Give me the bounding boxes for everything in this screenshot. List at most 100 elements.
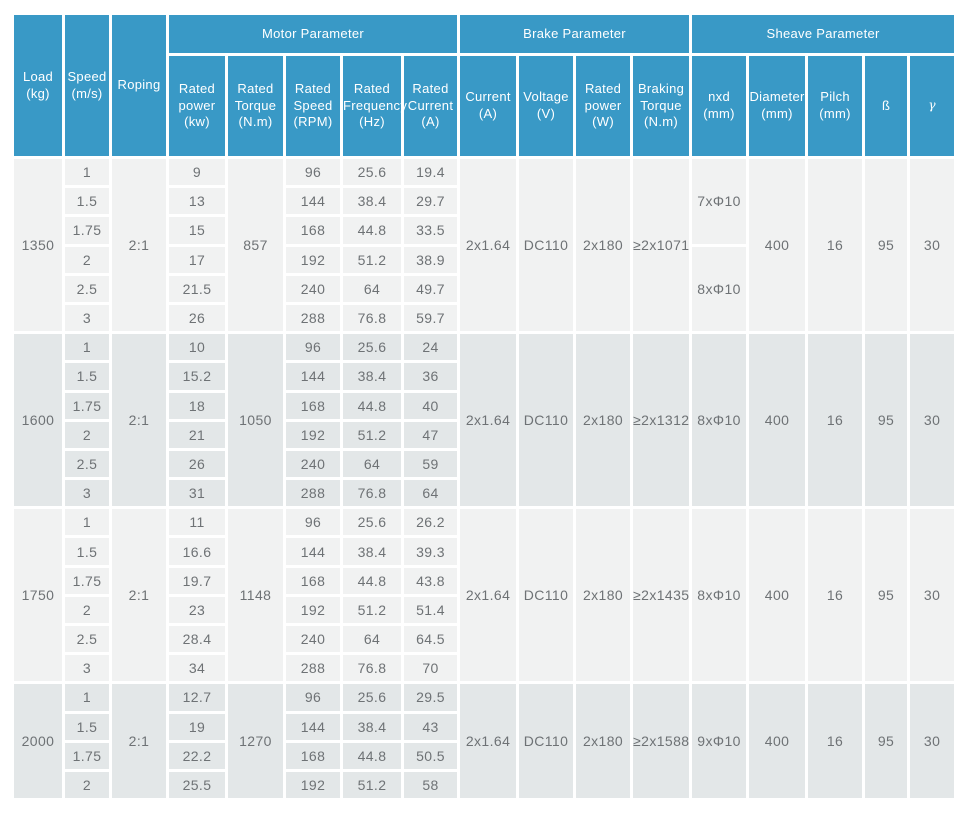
cell-rated-speed: 96 <box>286 334 340 361</box>
cell-speed: 2.5 <box>65 626 109 653</box>
table-row: 1.75 19.7 168 44.8 43.8 <box>14 567 954 594</box>
cell-rated-torque: 1148 <box>228 509 283 682</box>
cell-brake-voltage: DC110 <box>519 159 574 332</box>
cell-rated-power: 18 <box>169 392 225 419</box>
cell-speed: 1 <box>65 684 109 711</box>
cell-rated-current: 70 <box>404 655 458 682</box>
table-row: 2.5 26 240 64 59 <box>14 450 954 478</box>
header-diameter: Diameter (mm) <box>749 56 806 156</box>
cell-braking-torque: ≥2x1071 <box>633 159 689 332</box>
cell-brake-power: 2x180 <box>576 684 631 799</box>
cell-rated-frequency: 51.2 <box>343 246 401 273</box>
header-load: Load (kg) <box>14 15 62 156</box>
cell-pilch: 16 <box>808 159 863 332</box>
cell-speed: 2.5 <box>65 275 109 302</box>
cell-rated-current: 64.5 <box>404 626 458 653</box>
cell-rated-current: 36 <box>404 363 458 390</box>
cell-rated-frequency: 64 <box>343 626 401 653</box>
cell-rated-power: 13 <box>169 188 225 215</box>
cell-brake-current: 2x1.64 <box>460 509 517 682</box>
table-row: 3 31 288 76.8 64 <box>14 480 954 507</box>
cell-braking-torque: ≥2x1312 <box>633 334 689 507</box>
table-row: 1.5 13 144 38.4 29.7 <box>14 188 954 215</box>
cell-rated-current: 49.7 <box>404 275 458 302</box>
cell-rated-torque: 1050 <box>228 334 283 507</box>
cell-speed: 2 <box>65 246 109 273</box>
header-roping: Roping <box>112 15 166 156</box>
header-group-motor: Motor Parameter <box>169 15 458 53</box>
cell-rated-frequency: 44.8 <box>343 567 401 594</box>
cell-rated-torque: 857 <box>228 159 283 332</box>
cell-roping: 2:1 <box>112 334 166 507</box>
cell-rated-current: 59 <box>404 450 458 478</box>
table-row: 1600 1 2:1 10 1050 96 25.6 24 2x1.64 DC110 2x180 ≥2… <box>14 334 955 507</box>
cell-speed: 1.75 <box>65 217 109 244</box>
cell-rated-frequency: 64 <box>343 275 401 302</box>
cell-gamma: 30 <box>910 334 955 507</box>
table-row: 3 34 288 76.8 70 <box>14 655 954 682</box>
cell-rated-current: 50.5 <box>404 742 458 769</box>
cell-braking-torque: ≥2x1435 <box>633 509 689 682</box>
cell-rated-speed: 96 <box>286 159 340 186</box>
table-row: 2.5 28.4 240 64 64.5 <box>14 626 954 653</box>
cell-rated-current: 47 <box>404 421 458 448</box>
cell-speed: 3 <box>65 655 109 682</box>
header-beta: ß <box>865 56 908 156</box>
cell-rated-frequency: 38.4 <box>343 713 401 740</box>
cell-rated-frequency: 38.4 <box>343 188 401 215</box>
cell-rated-speed: 144 <box>286 188 340 215</box>
cell-rated-current: 38.9 <box>404 246 458 273</box>
cell-speed: 3 <box>65 480 109 507</box>
cell-diameter: 400 <box>749 684 806 799</box>
header-rated-speed: Rated Speed (RPM) <box>286 56 340 156</box>
cell-rated-torque: 1270 <box>228 684 283 799</box>
table-row: 2.5 21.5 240 64 49.7 <box>14 275 954 302</box>
header-rated-current: Rated Current (A) <box>404 56 458 156</box>
cell-rated-power: 25.5 <box>169 771 225 799</box>
cell-roping: 2:1 <box>112 509 166 682</box>
header-group-brake: Brake Parameter <box>460 15 690 53</box>
table-row: 2 23 192 51.2 51.4 <box>14 596 954 623</box>
cell-rated-power: 15 <box>169 217 225 244</box>
cell-rated-current: 43.8 <box>404 567 458 594</box>
header-group-row: Load (kg) Speed (m/s) Roping Motor Param… <box>14 15 955 156</box>
cell-rated-current: 64 <box>404 480 458 507</box>
cell-rated-frequency: 44.8 <box>343 742 401 769</box>
header-sub-row: Rated power (kw) Rated Torque (N.m) Rate… <box>14 56 955 156</box>
cell-nxd: 9xΦ10 <box>692 684 747 799</box>
table-row: 1350 1 2:1 9 857 96 25.6 19.4 2x1.64 DC110 2x180 ≥2… <box>14 159 955 332</box>
cell-rated-speed: 288 <box>286 304 340 332</box>
cell-brake-power: 2x180 <box>576 509 631 682</box>
cell-nxd: 7xΦ10 <box>692 159 747 244</box>
cell-rated-speed: 288 <box>286 655 340 682</box>
cell-brake-current: 2x1.64 <box>460 334 517 507</box>
cell-rated-current: 26.2 <box>404 509 458 536</box>
cell-brake-voltage: DC110 <box>519 509 574 682</box>
cell-rated-power: 23 <box>169 596 225 623</box>
cell-rated-frequency: 38.4 <box>343 363 401 390</box>
cell-rated-speed: 192 <box>286 596 340 623</box>
cell-brake-current: 2x1.64 <box>460 684 517 799</box>
cell-rated-power: 16.6 <box>169 538 225 565</box>
cell-speed: 1.5 <box>65 363 109 390</box>
cell-load: 2000 <box>14 684 62 799</box>
header-group-sheave: Sheave Parameter <box>692 15 955 53</box>
cell-load: 1750 <box>14 509 62 682</box>
table-row: 1.75 15 168 44.8 33.5 <box>14 217 954 244</box>
cell-diameter: 400 <box>749 334 806 507</box>
cell-pilch: 16 <box>808 334 863 507</box>
header-rated-frequency: Rated Frequency (Hz) <box>343 56 407 156</box>
cell-diameter: 400 <box>749 159 806 332</box>
cell-speed: 1 <box>65 509 109 536</box>
cell-speed: 3 <box>65 304 109 332</box>
header-brake-current: Current (A) <box>460 56 517 156</box>
cell-brake-power: 2x180 <box>576 159 631 332</box>
cell-rated-power: 22.2 <box>169 742 225 769</box>
cell-rated-frequency: 25.6 <box>343 159 401 186</box>
cell-roping: 2:1 <box>112 159 166 332</box>
cell-speed: 2.5 <box>65 450 109 478</box>
header-speed: Speed (m/s) <box>65 15 109 156</box>
table-row: 2000 1 2:1 12.7 1270 96 25.6 29.5 2x1.64 DC110 2x1… <box>14 684 955 799</box>
header-pilch: Pilch (mm) <box>808 56 863 156</box>
